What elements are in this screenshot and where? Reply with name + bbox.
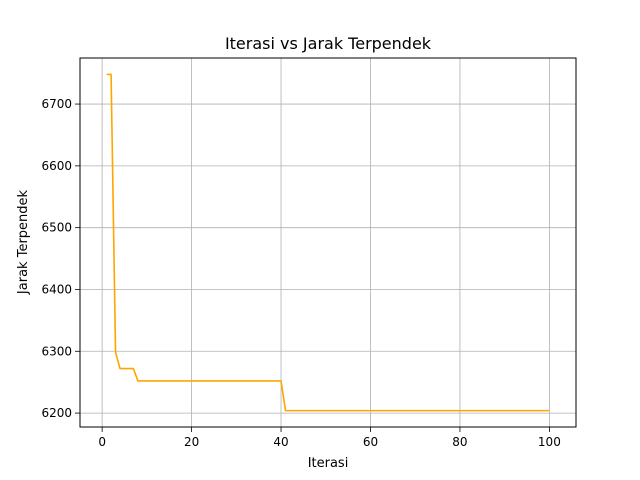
y-tick-label: 6300 [41, 344, 72, 358]
x-tick-label: 0 [98, 435, 106, 449]
y-tick-label: 6400 [41, 282, 72, 296]
plot-frame [79, 57, 577, 428]
y-axis-label: Jarak Terpendek [16, 189, 31, 295]
grid [80, 58, 576, 427]
y-tick-label: 6600 [41, 159, 72, 173]
y-tick-label: 6500 [41, 221, 72, 235]
series-line [106, 73, 550, 412]
ticks: 0 20 40 60 80 100 6200 6300 6400 6500 6600 6700 [41, 97, 560, 449]
y-tick-label: 6200 [41, 406, 72, 420]
series-layer [106, 73, 550, 412]
x-tick-label: 40 [273, 435, 288, 449]
x-tick-label: 100 [538, 435, 561, 449]
x-tick-label: 80 [452, 435, 467, 449]
x-axis-label: Iterasi [308, 456, 349, 471]
x-tick-label: 20 [184, 435, 199, 449]
chart-title: Iterasi vs Jarak Terpendek [225, 34, 432, 53]
y-tick-label: 6700 [41, 97, 72, 111]
x-tick-label: 60 [363, 435, 378, 449]
plot-area [80, 58, 576, 427]
